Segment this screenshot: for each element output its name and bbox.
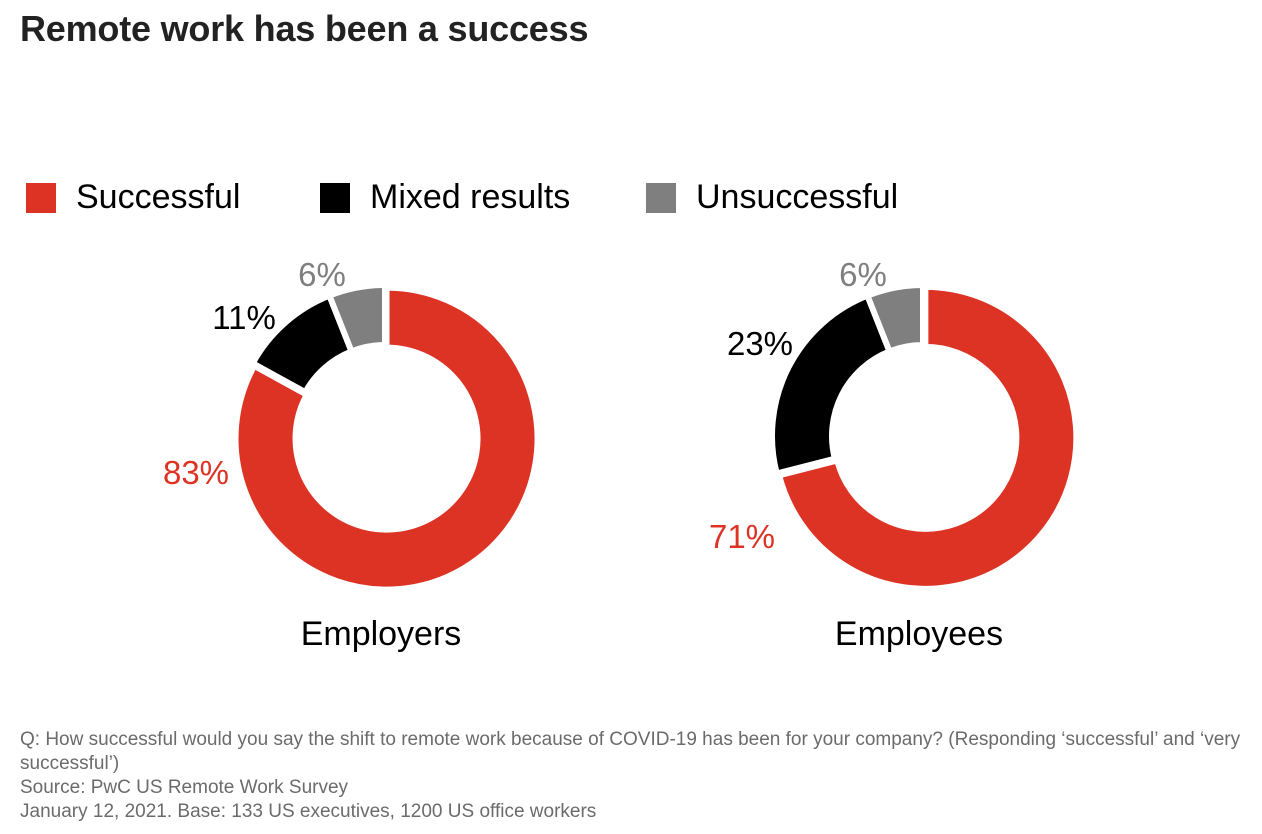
legend-swatch-unsuccessful — [646, 182, 676, 213]
data-label-unsuccessful: 6% — [298, 256, 346, 293]
legend-label-successful: Successful — [76, 178, 241, 216]
data-label-mixed: 11% — [212, 299, 276, 336]
donut-employees: 71% 23% 6% Employees — [709, 256, 1080, 653]
slice-successful — [232, 284, 541, 593]
footnote-source: Source: PwC US Remote Work Survey — [20, 777, 349, 798]
donut-title: Employees — [835, 615, 1003, 653]
legend-item-successful: Successful — [26, 178, 240, 217]
footnote-date-base: January 12, 2021. Base: 133 US executive… — [20, 801, 597, 822]
legend-swatch-successful — [26, 182, 56, 213]
chart-title: Remote work has been a success — [20, 8, 589, 49]
footnote: Q: How successful would you say the shif… — [20, 728, 1245, 824]
slice-successful — [775, 283, 1080, 592]
legend-swatch-mixed — [320, 182, 350, 213]
data-label-mixed: 23% — [727, 325, 793, 362]
legend-label-unsuccessful: Unsuccessful — [696, 178, 899, 216]
slice-unsuccessful — [863, 281, 926, 356]
slice-mixed — [769, 291, 894, 478]
data-label-successful: 83% — [163, 454, 229, 491]
donut-employers: 83% 11% 6% Employers — [163, 256, 541, 653]
footnote-question: Q: How successful would you say the shif… — [20, 729, 1241, 774]
legend-label-mixed: Mixed results — [370, 178, 571, 216]
slice-unsuccessful — [325, 281, 388, 356]
legend-item-unsuccessful: Unsuccessful — [646, 178, 898, 217]
data-label-unsuccessful: 6% — [839, 256, 887, 293]
donut-title: Employers — [301, 615, 462, 653]
legend-item-mixed: Mixed results — [320, 178, 570, 217]
data-label-successful: 71% — [709, 518, 775, 555]
